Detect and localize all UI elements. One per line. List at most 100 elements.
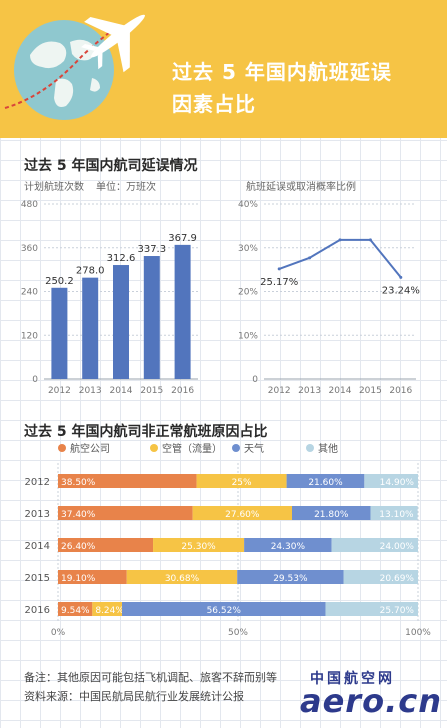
stack-segment-label: 19.10% <box>61 574 96 584</box>
line-point <box>399 275 403 279</box>
stack-segment-label: 9.54% <box>61 606 90 616</box>
bar-value-label: 312.6 <box>107 253 136 264</box>
legend-swatch <box>58 444 66 452</box>
section1-title: 过去 5 年国内航司延误情况 <box>24 158 198 174</box>
stack-xtick-label: 100% <box>405 628 431 638</box>
line-ytick-label: 10% <box>238 331 258 341</box>
bar <box>51 287 68 379</box>
stack-segment-label: 29.53% <box>273 574 308 584</box>
stack-segment <box>58 506 193 520</box>
page-title: 过去 5 年国内航班延误 因素占比 <box>172 56 392 120</box>
bar-value-label: 250.2 <box>45 276 74 287</box>
bar-xtick-label: 2013 <box>79 386 102 396</box>
header-banner: 过去 5 年国内航班延误 因素占比 <box>0 0 447 138</box>
line-xtick-label: 2016 <box>389 386 412 396</box>
bar-ytick-label: 120 <box>21 331 38 341</box>
line-point <box>368 238 372 242</box>
bar-chart: 0 120 240 360 480 250.2 2012 278.0 2013 312.6 2014… <box>21 200 198 396</box>
globe-airplane-illustration <box>4 14 145 120</box>
stack-segment-label: 14.90% <box>380 478 415 488</box>
airplane-icon <box>81 14 145 73</box>
stack-segment-label: 30.68% <box>165 574 200 584</box>
section2-title: 过去 5 年国内航司非正常航班原因占比 <box>24 424 268 440</box>
stack-xtick-label: 0% <box>51 628 66 638</box>
stack-category-label: 2014 <box>25 541 50 552</box>
stack-segment-label: 37.40% <box>61 510 96 520</box>
stack-segment-label: 21.60% <box>308 478 343 488</box>
stack-segment <box>58 602 93 616</box>
stack-segment-label: 26.40% <box>61 542 96 552</box>
line-ytick-label: 0 <box>252 375 258 385</box>
line-chart-ylabel: 航班延误或取消概率比例 <box>246 182 356 193</box>
stack-segment <box>122 602 326 616</box>
stack-category-label: 2015 <box>25 573 50 584</box>
legend-swatch <box>150 444 158 452</box>
line-point <box>277 267 281 271</box>
bar-value-label: 278.0 <box>76 266 105 277</box>
stack-segment <box>126 570 238 584</box>
stack-category-label: 2016 <box>25 605 50 616</box>
stack-segment-label: 38.50% <box>61 478 96 488</box>
line-ytick-label: 20% <box>238 288 258 298</box>
stack-segment-label: 13.10% <box>379 510 414 520</box>
stack-segment <box>331 538 418 552</box>
legend-swatch <box>232 444 240 452</box>
bar <box>174 244 191 379</box>
stack-segment <box>196 474 287 488</box>
stack-segment <box>58 474 197 488</box>
stack-segment <box>153 538 245 552</box>
legend-label: 天气 <box>244 442 264 455</box>
line-chart: 0 10% 20% 30% 40% 2012 2013 2014 2015 2016 25.17% 2… <box>238 200 420 396</box>
source-note: 资料来源：中国民航局民航行业发展统计公报 <box>24 690 244 703</box>
stack-segment-label: 25.70% <box>380 606 415 616</box>
line-data-label: 25.17% <box>260 277 298 288</box>
legend-label: 航空公司 <box>70 442 110 455</box>
stack-segment <box>364 474 418 488</box>
stack-segment <box>92 602 123 616</box>
bar-ytick-label: 480 <box>21 200 38 210</box>
stack-segment <box>244 538 332 552</box>
stack-segment-label: 20.69% <box>380 574 415 584</box>
page-title-line2: 因素占比 <box>172 92 256 116</box>
stack-segment-label: 24.30% <box>271 542 306 552</box>
stack-segment <box>286 474 365 488</box>
line-xtick-label: 2012 <box>268 386 291 396</box>
bar-ytick-label: 360 <box>21 244 38 254</box>
stack-segment <box>292 506 371 520</box>
line-series <box>278 238 402 278</box>
bar-xtick-label: 2012 <box>48 386 71 396</box>
watermark-en: aero.cn <box>300 682 442 720</box>
bar-ytick-label: 0 <box>32 375 38 385</box>
stack-segment <box>370 506 418 520</box>
stack-segment <box>237 570 344 584</box>
stacked-bar-chart: 航空公司 空管（流量） 天气 其他 0% 50% 100% 2012 38.50% 25% 21.6… <box>25 442 432 638</box>
bar-xtick-label: 2015 <box>140 386 163 396</box>
line-xtick-label: 2015 <box>359 386 382 396</box>
page-title-line1: 过去 5 年国内航班延误 <box>172 60 392 84</box>
bar-chart-ylabel: 计划航班次数 <box>24 182 84 193</box>
stack-category-label: 2013 <box>25 509 50 520</box>
bar <box>113 265 129 379</box>
stack-segment-label: 25% <box>232 478 252 488</box>
stack-segment-label: 25.30% <box>181 542 216 552</box>
line-xtick-label: 2013 <box>298 386 321 396</box>
line-data-label: 23.24% <box>382 285 420 296</box>
stack-segment <box>192 506 292 520</box>
line-ytick-label: 40% <box>238 200 258 210</box>
legend-label: 空管（流量） <box>162 442 222 455</box>
bar-xtick-label: 2016 <box>171 386 194 396</box>
legend-label: 其他 <box>318 442 338 455</box>
bar-chart-unit: 单位：万班次 <box>96 182 156 193</box>
bar-value-label: 367.9 <box>168 233 197 244</box>
watermark-cn: 中国航空网 <box>310 671 395 687</box>
stack-segment-label: 24.00% <box>380 542 415 552</box>
bar-value-label: 337.3 <box>137 244 166 255</box>
stack-segment-label: 27.60% <box>225 510 260 520</box>
stack-segment <box>325 602 418 616</box>
footnote: 备注：其他原因可能包括飞机调配、旅客不辞而别等 <box>24 671 277 684</box>
line-ytick-label: 30% <box>238 244 258 254</box>
line-point <box>338 238 342 242</box>
line-xtick-label: 2014 <box>329 386 352 396</box>
flight-path <box>4 31 111 109</box>
stack-segment <box>58 538 154 552</box>
